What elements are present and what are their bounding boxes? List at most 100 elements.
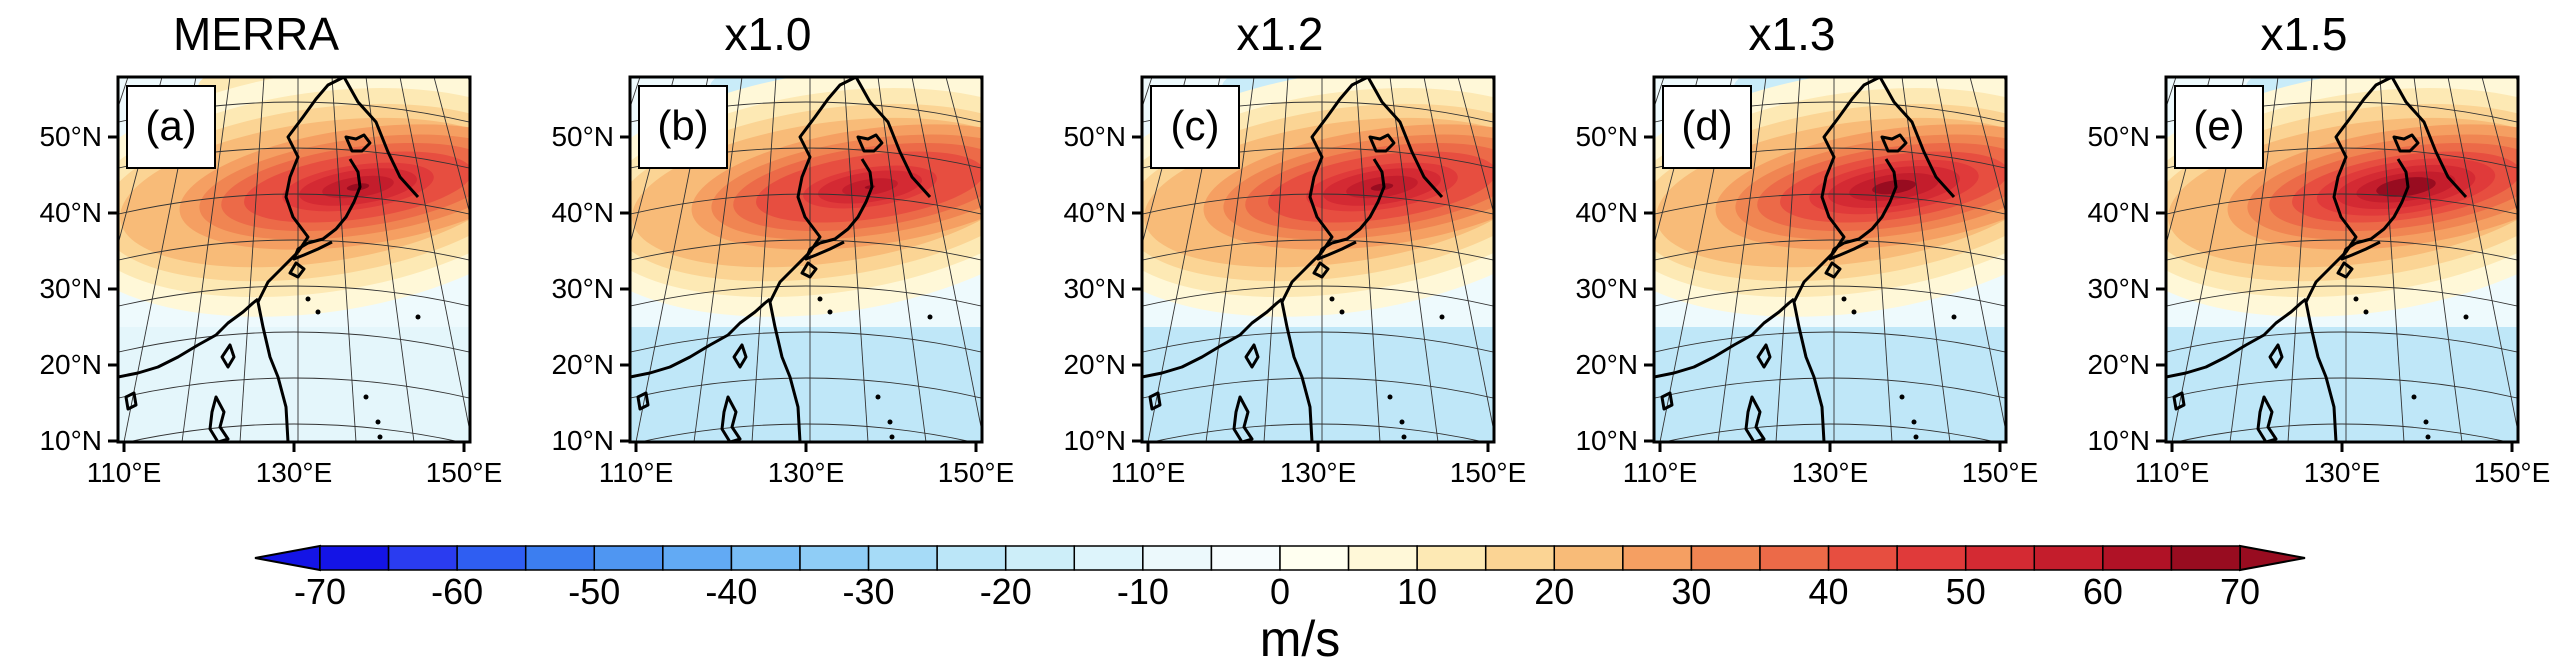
colorbar-bin bbox=[1622, 545, 1693, 571]
latitude-gridline bbox=[1661, 423, 1999, 442]
coastline bbox=[2336, 261, 2354, 279]
jet-contour bbox=[346, 183, 370, 191]
latitude-gridline bbox=[1142, 239, 1494, 261]
island bbox=[1329, 296, 1335, 302]
lat-label: 50°N bbox=[39, 121, 102, 152]
island bbox=[889, 434, 895, 440]
lon-label: 130°E bbox=[2303, 457, 2381, 488]
island bbox=[2423, 419, 2429, 425]
colorbar-tick-label: 20 bbox=[1534, 571, 1575, 612]
lat-label: 50°N bbox=[551, 121, 614, 152]
island bbox=[1339, 309, 1345, 315]
lat-label: 30°N bbox=[2087, 273, 2150, 304]
colorbar-bin bbox=[1759, 545, 1830, 571]
latitude-gridline bbox=[1654, 193, 2006, 215]
colorbar-tick-label: -40 bbox=[705, 571, 758, 612]
longitude-gridline bbox=[239, 77, 265, 442]
island bbox=[363, 394, 369, 400]
latitude-gridline bbox=[2173, 423, 2511, 442]
colorbar-bin bbox=[2102, 545, 2173, 571]
coastline bbox=[1312, 261, 1330, 279]
longitude-gridline bbox=[1901, 77, 1951, 442]
longitude-gridline bbox=[2413, 77, 2463, 442]
island bbox=[1439, 314, 1445, 320]
longitude-gridline bbox=[1355, 77, 1381, 442]
colorbar-bin bbox=[799, 545, 870, 571]
latitude-gridline bbox=[630, 377, 982, 399]
colorbar-bin bbox=[867, 545, 938, 571]
colorbar-bin bbox=[524, 545, 596, 571]
latitude-gridline bbox=[2166, 285, 2518, 307]
coastline bbox=[732, 343, 748, 369]
coastline bbox=[1792, 77, 1881, 442]
island bbox=[1911, 419, 1917, 425]
island bbox=[377, 434, 383, 440]
lat-label: 10°N bbox=[551, 425, 614, 456]
colorbar-tick-label: -20 bbox=[979, 571, 1032, 612]
colorbar-bin bbox=[1279, 545, 1350, 571]
colorbar-bin bbox=[1484, 545, 1556, 571]
longitude-gridline bbox=[181, 77, 231, 442]
colorbar-bin bbox=[1690, 545, 1761, 571]
lat-label: 20°N bbox=[39, 349, 102, 380]
coastline bbox=[1660, 391, 1674, 411]
island bbox=[1841, 296, 1847, 302]
island bbox=[887, 419, 893, 425]
latitude-gridline bbox=[1142, 193, 1494, 215]
coastline bbox=[630, 297, 771, 379]
latitude-gridline bbox=[1654, 377, 2006, 399]
lat-label: 50°N bbox=[1575, 121, 1638, 152]
colorbar-tick-label: -10 bbox=[1116, 571, 1169, 612]
latitude-gridline bbox=[2166, 331, 2518, 353]
latitude-gridline bbox=[125, 423, 463, 442]
lon-label: 110°E bbox=[1110, 457, 1186, 488]
longitude-gridline bbox=[1867, 77, 1893, 442]
coastline bbox=[288, 261, 306, 279]
coastline bbox=[342, 77, 420, 199]
colorbar-bin bbox=[1416, 545, 1487, 571]
coastline bbox=[292, 158, 362, 261]
latitude-gridline bbox=[2166, 193, 2518, 215]
coastline bbox=[1244, 343, 1260, 369]
colorbar-tick-label: -30 bbox=[842, 571, 895, 612]
colorbar-tick-label: -50 bbox=[568, 571, 621, 612]
latitude-gridline bbox=[1142, 331, 1494, 353]
latitude-gridline bbox=[630, 239, 982, 261]
colorbar-bin bbox=[2033, 545, 2104, 571]
lat-label: 20°N bbox=[1575, 349, 1638, 380]
longitude-gridline bbox=[2481, 77, 2518, 216]
island bbox=[2463, 314, 2469, 320]
lon-label: 110°E bbox=[1622, 457, 1698, 488]
latitude-gridline bbox=[2166, 377, 2518, 399]
panel-title: x1.3 bbox=[1748, 8, 1836, 60]
longitude-gridline bbox=[2287, 77, 2313, 442]
coastline bbox=[1824, 261, 1842, 279]
colorbar-bin bbox=[1827, 545, 1898, 571]
coastline bbox=[800, 261, 818, 279]
coastline bbox=[1280, 77, 1369, 442]
latitude-gridline bbox=[118, 331, 470, 353]
lat-label: 50°N bbox=[1063, 121, 1126, 152]
colorbar-tick-label: 40 bbox=[1808, 571, 1849, 612]
lon-label: 110°E bbox=[86, 457, 162, 488]
longitude-gridline bbox=[399, 77, 470, 435]
latitude-gridline bbox=[1654, 331, 2006, 353]
island bbox=[1851, 309, 1857, 315]
colorbar-bin bbox=[593, 545, 664, 571]
longitude-gridline bbox=[1205, 77, 1255, 442]
longitude-gridline bbox=[1423, 77, 1494, 435]
coastline bbox=[804, 158, 874, 261]
lat-label: 30°N bbox=[1575, 273, 1638, 304]
lat-label: 40°N bbox=[39, 197, 102, 228]
panel-x1-3: x1.3 (d) 50°N 40°N 30°N 20°N 10°N 110°E 130°E 15… bbox=[1536, 0, 2048, 520]
latitude-gridline bbox=[630, 285, 982, 307]
coastline bbox=[2340, 158, 2410, 261]
lat-label: 30°N bbox=[1063, 273, 1126, 304]
island bbox=[2353, 296, 2359, 302]
panel-x1-0: x1.0 (b) 50°N 40°N 30°N 20°N 10°N 110°E 130°E 15… bbox=[512, 0, 1024, 520]
island bbox=[1951, 314, 1957, 320]
colorbar-tick-label: 70 bbox=[2219, 571, 2261, 612]
lon-label: 150°E bbox=[1449, 457, 1527, 488]
colorbar-tick-label: -70 bbox=[293, 571, 347, 612]
longitude-gridline bbox=[877, 77, 927, 442]
